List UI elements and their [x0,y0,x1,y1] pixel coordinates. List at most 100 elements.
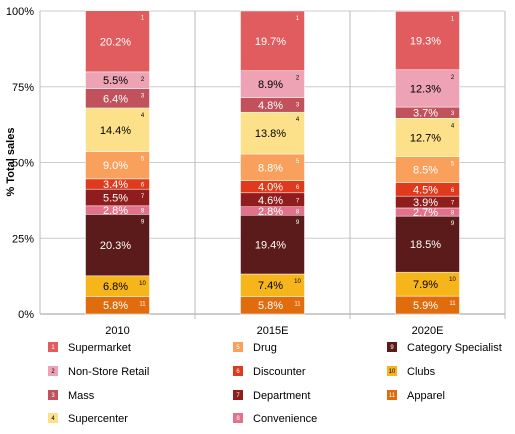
series-number-badge: 10 [139,281,146,287]
data-label: 3.4% [103,179,128,191]
data-label: 12.3% [410,83,441,95]
bar-segment-supercenter [395,118,460,157]
data-label: 18.5% [410,239,441,251]
bar-segment-supercenter [85,107,150,152]
data-label: 2.8% [103,205,128,217]
bar-segment-supermarket [240,10,305,71]
legend-label: Department [253,390,310,402]
series-number-badge: 2 [296,76,300,82]
legend-number: 3 [51,393,55,399]
legend-number: 1 [51,345,55,351]
y-tick-label: 100% [6,6,34,18]
legend-swatch [387,366,397,376]
y-axis-ticks: 0% 25% 50% 75% 100% [6,6,34,321]
data-label: 20.3% [100,240,131,252]
legend-number: 9 [390,345,394,351]
data-label: 13.8% [255,128,286,140]
data-label: 5.5% [103,192,128,204]
bar-segment-supermarket [85,10,150,73]
legend-swatch [48,413,58,423]
data-label: 6.4% [103,93,128,105]
bar-segment-supercenter [240,111,305,155]
legend-swatch [387,342,397,352]
data-label: 2.8% [258,206,283,218]
series-number-badge: 9 [141,219,145,225]
data-label: 5.9% [413,300,438,312]
data-label: 14.4% [100,125,131,137]
legend-swatch [233,413,243,423]
legend-swatch [233,390,243,400]
series-number-badge: 3 [451,111,455,117]
series-number-badge: 5 [296,159,300,165]
series-number-badge: 3 [141,94,145,100]
series-number-badge: 7 [296,198,300,204]
bar-segment-drug [395,156,460,183]
legend-swatch [48,342,58,352]
x-tick-label: 2015E [257,325,289,337]
series-number-badge: 2 [141,77,145,83]
data-label: 3.7% [413,108,438,120]
series-number-badge: 4 [451,123,455,129]
legend-number: 2 [51,369,55,375]
legend-label: Apparel [407,390,445,402]
legend-number: 11 [389,393,396,399]
legend-number: 4 [51,416,55,422]
series-number-badge: 7 [451,201,455,207]
series-number-badge: 9 [296,220,300,226]
series-number-badge: 6 [141,183,145,189]
data-label: 19.4% [255,240,286,252]
legend-number: 10 [389,369,396,375]
legend-swatch [387,390,397,400]
legend-label: Mass [68,390,95,402]
legend-label: Supercenter [68,413,128,425]
legend: 1 Supermarket 2 Non-Store Retail 3 Mass 4 Super… [48,342,502,425]
y-tick-label: 0% [18,309,34,321]
series-number-badge: 8 [141,209,145,215]
data-label: 4.5% [413,184,438,196]
series-number-badge: 8 [451,211,455,217]
bar-segment-supermarket [395,11,460,71]
series-number-badge: 10 [294,279,301,285]
data-label: 7.4% [258,280,283,292]
series-number-badge: 8 [296,209,300,215]
data-label: 5.5% [103,75,128,87]
data-label: 5.8% [258,300,283,312]
series-number-badge: 10 [449,277,456,283]
y-tick-label: 25% [12,233,34,245]
series-number-badge: 11 [449,301,456,307]
y-tick-label: 75% [12,82,34,94]
legend-label: Convenience [253,413,317,425]
x-axis-ticks: 2010 2015E 2020E [105,325,443,337]
legend-swatch [233,366,243,376]
bar-segment-category-specialist [85,214,150,277]
x-tick-label: 2020E [412,325,444,337]
series-number-badge: 4 [141,113,145,119]
data-label: 19.7% [255,36,286,48]
data-label: 5.8% [103,300,128,312]
bar-segment-non-store-retail [395,69,460,108]
series-number-badge: 11 [294,301,301,307]
bar-segment-category-specialist [240,214,305,275]
legend-number: 6 [236,369,240,375]
legend-swatch [48,390,58,400]
series-number-badge: 5 [141,157,145,163]
series-number-badge: 1 [451,16,455,22]
series-number-badge: 1 [141,16,145,22]
series-number-badge: 11 [139,301,146,307]
legend-number: 5 [236,345,240,351]
y-axis-label: % Total sales [5,128,17,197]
legend-label: Supermarket [68,342,131,354]
series-number-badge: 6 [296,185,300,191]
data-label: 8.8% [258,162,283,174]
data-label: 8.9% [258,79,283,91]
series-number-badge: 2 [451,75,455,81]
data-label: 8.5% [413,165,438,177]
bar-segment-drug [85,151,150,180]
series-number-badge: 7 [141,194,145,200]
data-label: 4.0% [258,182,283,194]
legend-label: Non-Store Retail [68,366,149,378]
data-label: 7.9% [413,279,438,291]
data-label: 3.9% [413,197,438,209]
legend-label: Drug [253,342,277,354]
